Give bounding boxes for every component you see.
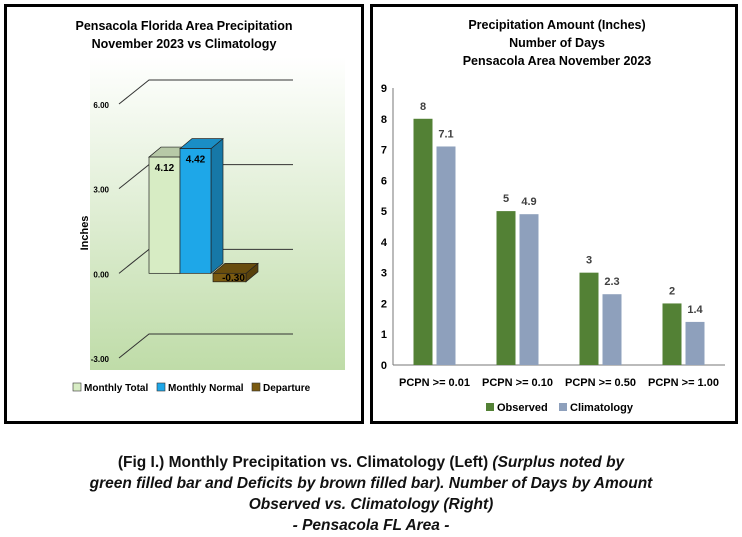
right-y-tick-label: 2: [381, 298, 387, 310]
right-bar-observed: [579, 272, 599, 365]
right-bar-observed: [496, 211, 516, 365]
right-y-tick-label: 1: [381, 329, 387, 341]
caption-line-1-italic: (Surplus noted by: [492, 454, 625, 471]
right-chart-title-line-3: Pensacola Area November 2023: [463, 54, 652, 68]
right-bar-climatology: [436, 146, 456, 365]
right-legend-label: Climatology: [570, 402, 634, 414]
caption-line-3-text: Observed vs. Climatology (Right): [248, 496, 494, 513]
left-chart-panel: Pensacola Florida Area Precipitation Nov…: [4, 4, 364, 424]
left-bars: 4.12 4.42 -0.30: [148, 137, 259, 284]
figure-caption: (Fig I.) Monthly Precipitation vs. Clima…: [0, 452, 742, 536]
left-bar-monthly-normal: 4.42: [179, 137, 224, 275]
right-bar-observed: [662, 303, 682, 365]
right-bar-value-label: 2.3: [604, 276, 619, 288]
right-days-chart: Precipitation Amount (Inches) Number of …: [381, 18, 725, 414]
right-x-category-label: PCPN >= 0.01: [399, 377, 470, 389]
right-bar-value-label: 7.1: [438, 128, 453, 140]
left-gridline: [118, 333, 293, 359]
left-y-tick-label: 0.00: [93, 270, 109, 279]
left-bar-departure: -0.30: [212, 262, 259, 284]
left-bar-front: [148, 156, 181, 274]
right-x-category-label: PCPN >= 1.00: [648, 377, 719, 389]
right-bar-climatology: [519, 214, 539, 365]
right-y-tick-label: 8: [381, 114, 387, 126]
left-gridline: [118, 79, 293, 105]
right-bar-climatology: [685, 321, 705, 365]
right-y-tick-label: 5: [381, 206, 387, 218]
right-y-tick-label: 3: [381, 268, 387, 280]
right-bar-value-label: 2: [669, 285, 675, 297]
caption-line-1: (Fig I.) Monthly Precipitation vs. Clima…: [0, 452, 742, 473]
left-y-axis-ticks: 6.00 3.00 0.00 -3.00: [91, 101, 110, 364]
right-y-tick-label: 0: [381, 360, 387, 372]
right-bars: 8 7.1 5 4.9 3 2.3 2 1.4: [413, 101, 705, 366]
left-bar-value-label: 4.12: [155, 163, 175, 174]
left-chart-title-line-2: November 2023 vs Climatology: [92, 37, 277, 51]
left-bar-value-label: -0.30: [222, 273, 245, 284]
right-chart-title-line-2: Number of Days: [509, 36, 605, 50]
left-y-tick-label: 3.00: [93, 186, 109, 195]
right-chart-title-line-1: Precipitation Amount (Inches): [468, 18, 645, 32]
left-legend-swatch: [156, 382, 166, 392]
right-x-category-label: PCPN >= 0.10: [482, 377, 553, 389]
left-bar-front: [179, 148, 212, 274]
caption-line-3: Observed vs. Climatology (Right): [0, 494, 742, 515]
right-axes: 0 1 2 3 4 5 6 7 8 9 PCPN >= 0.01 PCPN >= 0.10 PCPN >…: [381, 83, 725, 389]
left-legend-label: Monthly Normal: [168, 383, 244, 394]
right-bar-value-label: 3: [586, 255, 592, 267]
left-precipitation-chart: Pensacola Florida Area Precipitation Nov…: [72, 19, 345, 394]
right-y-tick-label: 9: [381, 83, 387, 95]
right-legend-swatch: [559, 403, 567, 411]
right-y-tick-label: 4: [381, 237, 388, 249]
left-legend-label: Departure: [263, 383, 311, 394]
left-legend-label: Monthly Total: [84, 383, 148, 394]
left-y-axis-label: Inches: [79, 216, 91, 251]
right-legend-label: Observed: [497, 402, 548, 414]
caption-line-2-text: green filled bar and Deficits by brown f…: [89, 475, 653, 492]
right-bar-value-label: 5: [503, 193, 509, 205]
right-bar-value-label: 4.9: [521, 196, 536, 208]
left-bar-side: [210, 137, 224, 275]
left-y-tick-label: -3.00: [91, 355, 110, 364]
left-legend-swatch: [72, 382, 82, 392]
right-y-tick-label: 7: [381, 145, 387, 157]
left-legend-swatch: [251, 382, 261, 392]
left-y-tick-label: 6.00: [93, 101, 109, 110]
right-y-tick-label: 6: [381, 175, 387, 187]
right-bar-value-label: 1.4: [687, 304, 703, 316]
right-bar-climatology: [602, 294, 622, 365]
left-bar-front: [212, 272, 247, 283]
right-chart-panel: Precipitation Amount (Inches) Number of …: [370, 4, 738, 424]
right-legend-swatch: [486, 403, 494, 411]
right-bar-observed: [413, 118, 433, 366]
caption-line-1-regular: (Fig I.) Monthly Precipitation vs. Clima…: [117, 454, 493, 471]
left-bar-value-label: 4.42: [186, 155, 206, 166]
right-bar-value-label: 8: [420, 101, 426, 113]
caption-line-4-text: - Pensacola FL Area -: [292, 517, 450, 534]
caption-line-2: green filled bar and Deficits by brown f…: [0, 473, 742, 494]
caption-line-4: - Pensacola FL Area -: [0, 515, 742, 536]
right-x-category-label: PCPN >= 0.50: [565, 377, 636, 389]
left-legend: Monthly Total Monthly Normal Departure: [72, 382, 311, 394]
left-chart-title-line-1: Pensacola Florida Area Precipitation: [76, 19, 293, 33]
right-legend: Observed Climatology: [486, 402, 634, 414]
